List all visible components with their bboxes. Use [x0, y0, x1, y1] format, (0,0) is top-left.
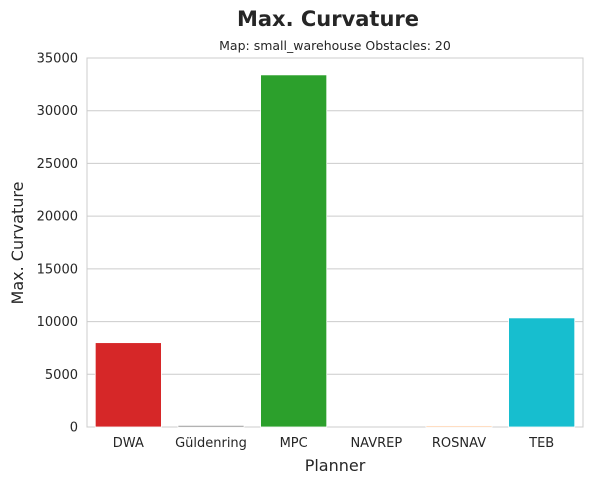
y-tick-label: 30000: [37, 104, 78, 119]
y-axis-label: Max. Curvature: [8, 182, 27, 305]
gridlines: [87, 57, 583, 375]
y-tick-label: 5000: [45, 368, 78, 383]
y-tick-label: 35000: [37, 52, 78, 67]
chart-title: Max. Curvature: [237, 7, 419, 31]
bar-rosnav: [425, 425, 493, 428]
x-tick-label: TEB: [528, 436, 554, 451]
x-tick-label: ROSNAV: [432, 436, 486, 451]
bar-dwa: [94, 342, 162, 428]
bars: [94, 74, 576, 428]
bar-g-ldenring: [177, 425, 245, 428]
y-tick-label: 10000: [37, 315, 78, 330]
y-tick-label: 20000: [37, 210, 78, 225]
x-tick-label: NAVREP: [350, 436, 402, 451]
chart-subtitle: Map: small_warehouse Obstacles: 20: [219, 38, 451, 53]
x-tick-label: MPC: [280, 436, 308, 451]
y-tick-labels: 0 5000 10000 15000 20000 25000 30000 35000: [37, 52, 78, 436]
x-tick-label: Güldenring: [175, 436, 247, 451]
y-tick-label: 0: [70, 421, 78, 436]
y-tick-label: 15000: [37, 262, 78, 277]
x-tick-label: DWA: [113, 436, 144, 451]
x-tick-labels: DWA Güldenring MPC NAVREP ROSNAV TEB: [113, 436, 554, 451]
bar-teb: [508, 317, 576, 428]
x-axis-label: Planner: [305, 456, 366, 475]
bar-mpc: [260, 74, 328, 428]
y-tick-label: 25000: [37, 157, 78, 172]
